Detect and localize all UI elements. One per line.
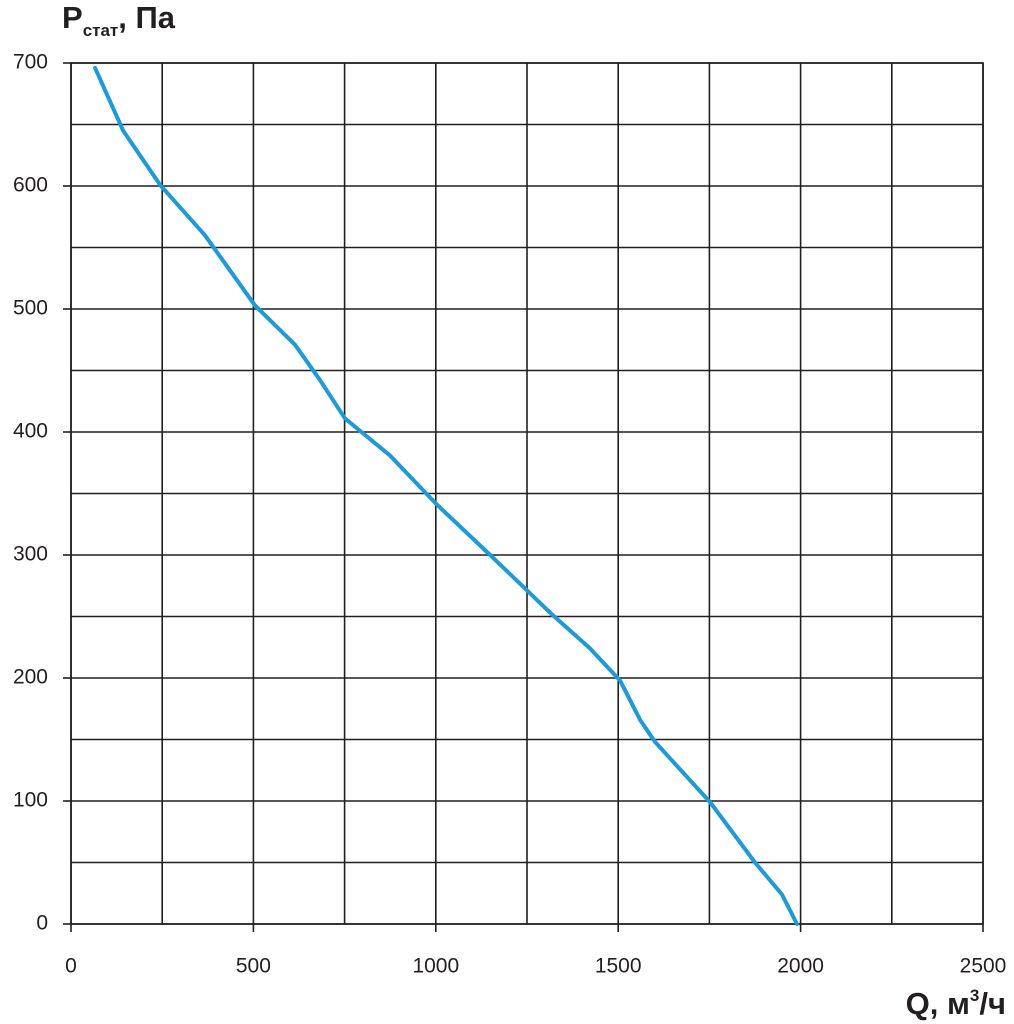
plot-frame — [70, 62, 984, 925]
y-tick-label: 300 — [13, 543, 48, 566]
x-tick-label: 2000 — [777, 955, 824, 978]
y-tick-label: 700 — [13, 51, 48, 74]
x-tick-label: 2500 — [960, 955, 1007, 978]
x-tick-label: 0 — [65, 955, 77, 978]
y-tick-label: 400 — [13, 420, 48, 443]
curve — [93, 65, 799, 926]
x-tick-label: 500 — [236, 955, 271, 978]
x-tick-label: 1500 — [595, 955, 642, 978]
x-tick-label: 1000 — [412, 955, 459, 978]
y-tick-label: 200 — [13, 666, 48, 689]
y-tick-label: 0 — [36, 912, 48, 935]
y-tick-label: 100 — [13, 789, 48, 812]
y-tick-label: 600 — [13, 174, 48, 197]
y-axis-label: Pстат, Па — [62, 0, 176, 40]
y-tick-label: 500 — [13, 297, 48, 320]
x-axis-label: Q, м3/ч — [906, 986, 1006, 1021]
